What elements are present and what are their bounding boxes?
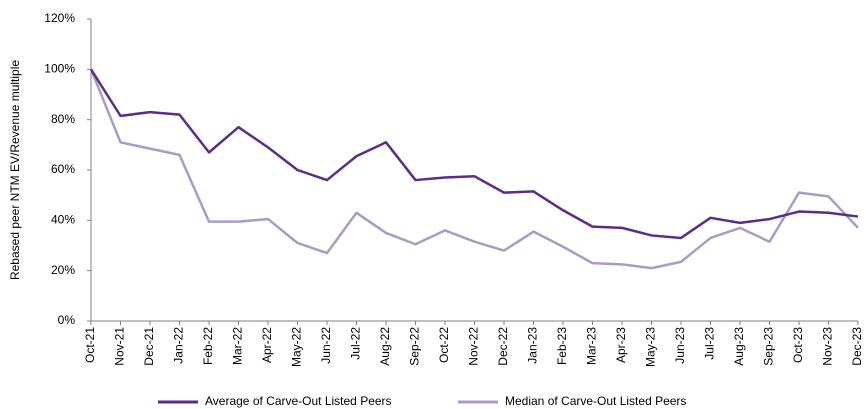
x-tick-label: May-23	[644, 327, 658, 367]
x-tick-label: May-22	[290, 327, 304, 367]
x-tick-label: Oct-23	[791, 327, 805, 363]
x-tick-label: Feb-23	[555, 327, 569, 365]
x-tick-label: Mar-22	[231, 327, 245, 365]
x-tick-label: Apr-22	[260, 327, 274, 363]
series-line	[89, 68, 859, 240]
y-tick-label: 100%	[44, 62, 75, 76]
x-tick-label: Mar-23	[585, 327, 599, 365]
x-tick-label: Dec-22	[496, 327, 510, 366]
y-tick-label: 40%	[51, 213, 75, 227]
x-tick-label: Dec-21	[142, 327, 156, 366]
x-tick-label: Aug-23	[732, 327, 746, 366]
x-tick-label: Oct-21	[83, 327, 97, 363]
y-tick-label: 80%	[51, 112, 75, 126]
y-tick-label: 120%	[44, 11, 75, 25]
x-tick-label: Oct-22	[437, 327, 451, 363]
x-tick-label: Jul-23	[703, 327, 717, 360]
x-tick-label: Nov-21	[113, 327, 127, 366]
y-tick-label: 20%	[51, 263, 75, 277]
series-line	[89, 68, 859, 270]
legend-label: Median of Carve-Out Listed Peers	[505, 394, 686, 408]
x-tick-label: Nov-23	[821, 327, 835, 366]
x-tick-label: Jan-22	[172, 327, 186, 364]
y-axis-label: Rebased peer NTM EV/Revenue multiple	[8, 60, 22, 280]
x-tick-label: Apr-23	[614, 327, 628, 363]
x-tick-label: Jun-22	[319, 327, 333, 364]
x-tick-label: Sep-22	[408, 327, 422, 366]
x-tick-label: Jun-23	[673, 327, 687, 364]
x-tick-label: Nov-22	[467, 327, 481, 366]
y-tick-label: 60%	[51, 162, 75, 176]
x-tick-label: Dec-23	[850, 327, 864, 366]
x-tick-label: Aug-22	[378, 327, 392, 366]
x-tick-label: Feb-22	[201, 327, 215, 365]
legend-label: Average of Carve-Out Listed Peers	[205, 394, 392, 408]
x-tick-label: Sep-23	[762, 327, 776, 366]
x-tick-label: Jan-23	[526, 327, 540, 364]
y-tick-label: 0%	[58, 313, 76, 327]
x-tick-label: Jul-22	[349, 327, 363, 360]
